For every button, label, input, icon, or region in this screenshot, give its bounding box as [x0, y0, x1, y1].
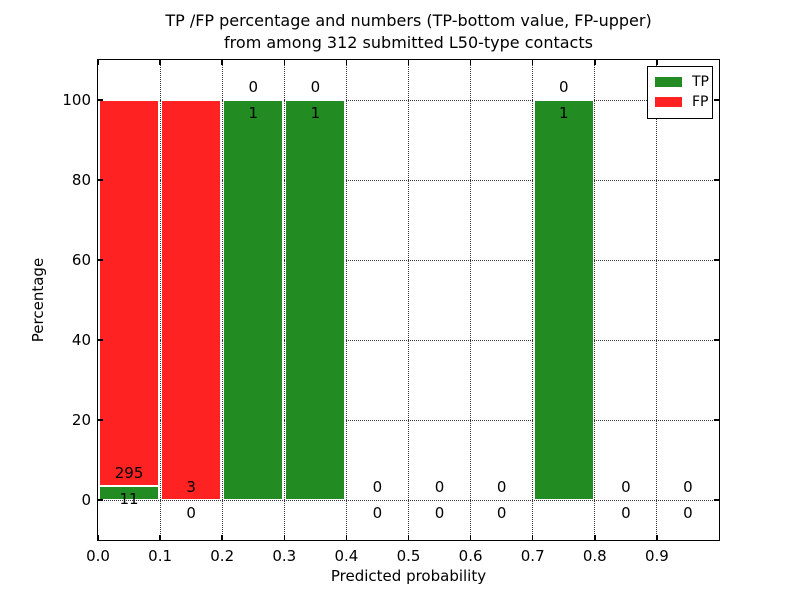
x-tick-label: 0.4 — [334, 547, 359, 565]
x-tick-bottom — [531, 535, 534, 540]
x-tick-bottom — [407, 535, 410, 540]
x-tick-bottom — [159, 535, 161, 540]
x-tick-bottom — [656, 535, 658, 540]
fp-count-label: 0 — [558, 78, 569, 96]
fp-count-label: 0 — [434, 478, 445, 496]
y-tick-right — [714, 99, 719, 101]
fp-count-label: 0 — [621, 478, 631, 496]
tp-count-label: 0 — [683, 504, 693, 522]
y-tick-right — [714, 339, 719, 341]
grid-line-vertical — [594, 60, 596, 540]
x-tick-bottom — [469, 535, 472, 540]
y-tick-label: 40 — [71, 331, 91, 349]
tp-bar-segment — [99, 485, 160, 500]
y-tick-left — [98, 499, 103, 501]
x-tick-bottom — [594, 535, 596, 540]
x-tick-label: 0.0 — [86, 547, 110, 565]
x-tick-top — [345, 60, 348, 65]
x-tick-top — [656, 60, 658, 65]
legend-label: FP — [692, 94, 709, 110]
legend-label: TP — [692, 74, 709, 90]
tp-count-label: 0 — [372, 504, 383, 522]
y-tick-label: 100 — [62, 91, 91, 109]
x-tick-top — [407, 60, 410, 65]
y-tick-label: 80 — [71, 171, 91, 189]
grid-line-vertical — [345, 60, 347, 540]
chart-title-line-2: from among 312 submitted L50-type contac… — [224, 33, 593, 52]
tp-bar-segment — [533, 100, 594, 500]
grid-line-vertical — [283, 60, 285, 540]
x-tick-top — [221, 60, 223, 65]
x-tick-label: 0.8 — [582, 547, 607, 565]
chart-title: TP /FP percentage and numbers (TP-bottom… — [98, 10, 719, 54]
fp-count-label: 0 — [683, 478, 693, 496]
x-tick-label: 0.9 — [644, 547, 669, 565]
grid-line-vertical — [408, 60, 409, 540]
fp-count-label: 295 — [114, 463, 144, 482]
x-tick-label: 0.2 — [210, 547, 235, 565]
x-tick-label: 0.6 — [458, 547, 483, 565]
fp-count-label: 0 — [248, 78, 259, 96]
y-tick-label: 20 — [71, 411, 91, 429]
x-tick-bottom — [283, 535, 286, 540]
grid-line-vertical — [532, 60, 534, 540]
chart-title-line-1: TP /FP percentage and numbers (TP-bottom… — [165, 11, 652, 30]
legend-swatch-fp — [655, 97, 682, 107]
legend-item-tp: TP — [655, 72, 709, 92]
grid-line-vertical — [470, 60, 472, 540]
x-axis-label: Predicted probability — [330, 567, 487, 585]
tp-count-label: 0 — [186, 504, 196, 522]
x-tick-bottom — [97, 535, 99, 540]
x-tick-top — [159, 60, 161, 65]
y-tick-label: 0 — [81, 491, 91, 509]
legend-item-fp: FP — [655, 92, 709, 112]
y-tick-right — [714, 499, 719, 501]
tp-count-label: 0 — [621, 504, 631, 522]
x-tick-label: 0.5 — [396, 547, 421, 565]
x-tick-top — [283, 60, 286, 65]
y-tick-left — [98, 419, 103, 421]
legend: TP FP — [647, 66, 713, 119]
grid-line-vertical — [656, 60, 658, 540]
tp-count-label: 0 — [434, 504, 445, 522]
grid-line-vertical — [221, 60, 223, 540]
tp-count-label: 1 — [558, 104, 569, 122]
y-tick-right — [714, 179, 719, 181]
y-tick-left — [98, 339, 103, 341]
x-tick-bottom — [345, 535, 348, 540]
legend-swatch-tp — [655, 77, 682, 87]
fp-count-label: 3 — [186, 478, 196, 496]
x-tick-bottom — [221, 535, 223, 540]
fp-count-label: 0 — [496, 478, 507, 496]
y-tick-left — [98, 179, 103, 181]
x-tick-top — [97, 60, 99, 65]
y-tick-left — [98, 99, 103, 101]
tp-count-label: 1 — [310, 104, 321, 122]
tp-bar-segment — [223, 100, 284, 500]
fp-count-label: 0 — [372, 478, 383, 496]
y-tick-label: 60 — [71, 251, 91, 269]
y-tick-right — [714, 419, 719, 421]
tp-count-label: 11 — [119, 489, 139, 508]
y-tick-left — [98, 259, 103, 261]
grid-line-vertical — [159, 60, 161, 540]
x-tick-top — [594, 60, 596, 65]
x-tick-label: 0.3 — [272, 547, 297, 565]
tp-bar-segment — [285, 100, 346, 500]
x-tick-label: 0.7 — [520, 547, 545, 565]
x-tick-label: 0.1 — [148, 547, 173, 565]
fp-count-label: 0 — [310, 78, 321, 96]
y-tick-right — [714, 259, 719, 261]
tp-count-label: 1 — [248, 104, 259, 122]
fp-bar-segment — [99, 100, 160, 486]
fp-bar-segment — [161, 100, 222, 500]
x-tick-top — [531, 60, 534, 65]
x-tick-top — [469, 60, 472, 65]
tp-count-label: 0 — [496, 504, 507, 522]
